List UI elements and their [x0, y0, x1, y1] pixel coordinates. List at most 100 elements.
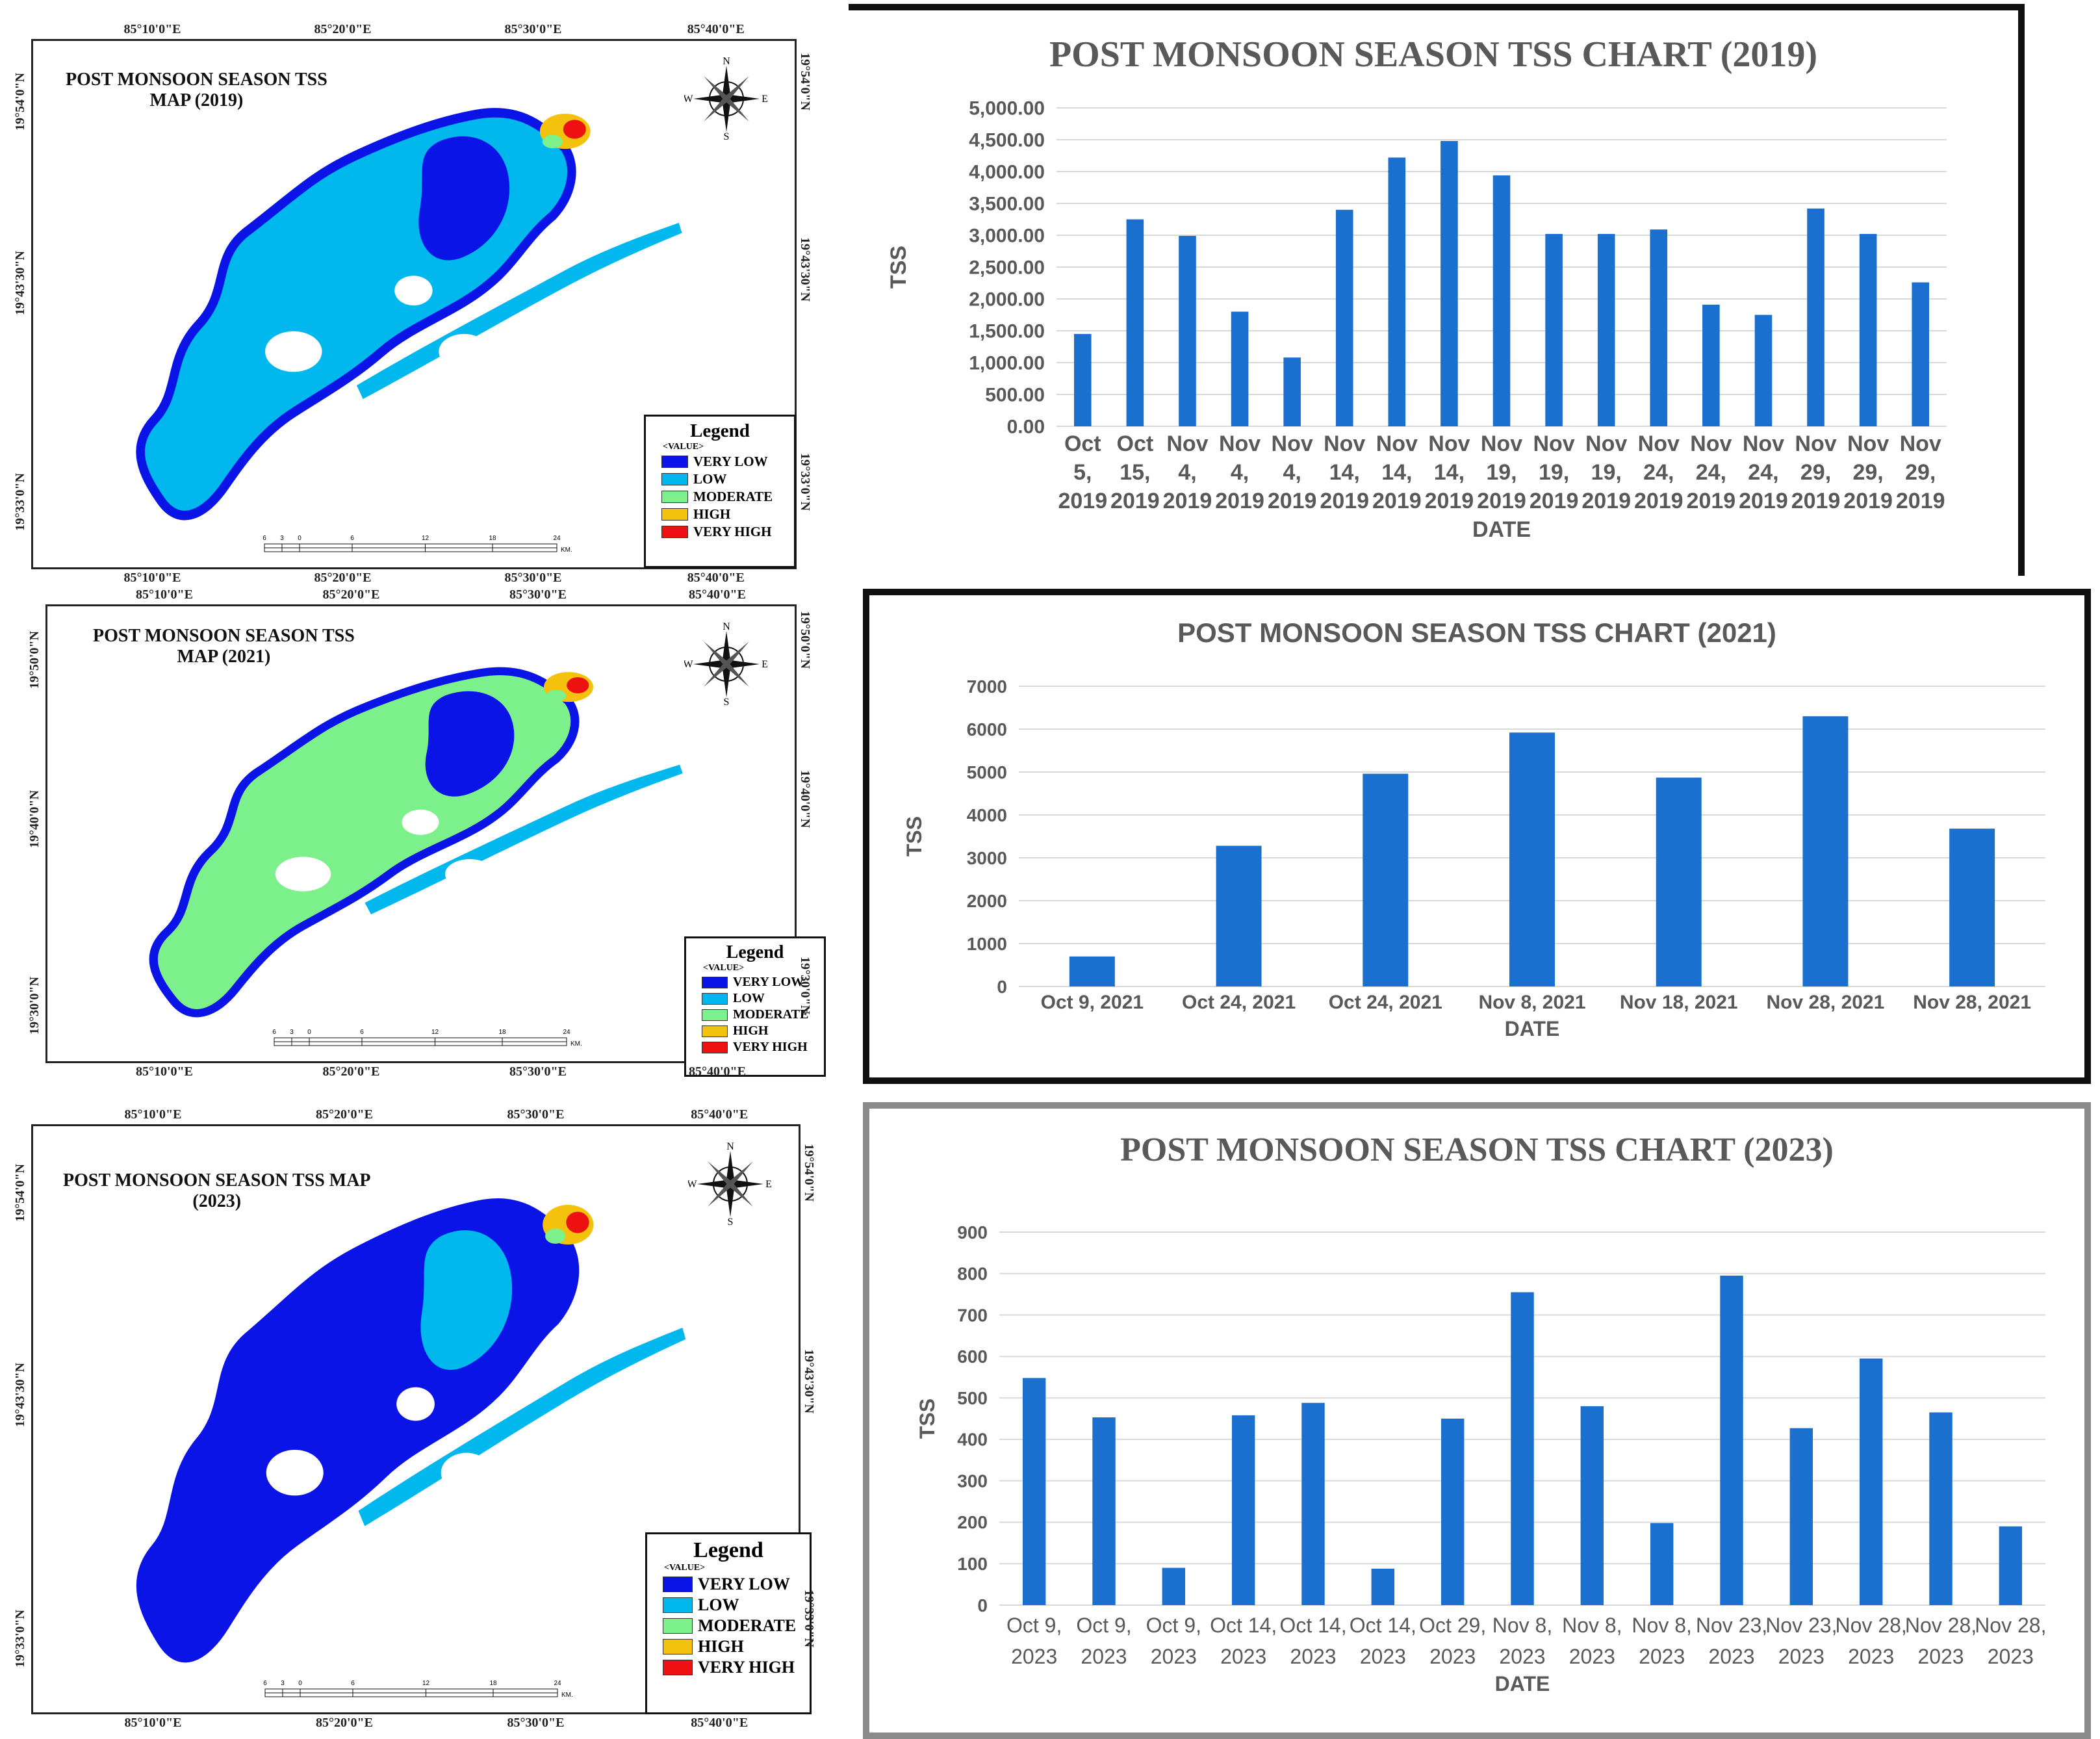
y-tick-label: 500 — [957, 1388, 988, 1408]
chart-2023-svg: POST MONSOON SEASON TSS CHART (2023) 0 100… — [916, 1131, 2046, 1695]
x-tick-label: Nov — [1376, 432, 1418, 456]
y-tick-label: 600 — [957, 1346, 988, 1367]
x-tick-label: Oct 9, — [1146, 1614, 1201, 1637]
bar — [1656, 777, 1702, 986]
x-tick-label: Nov 8, — [1562, 1614, 1622, 1637]
scale-tick-label: 6 — [352, 1680, 355, 1687]
y-tick-label: 2000 — [967, 891, 1007, 911]
legend-item: VERY LOW — [661, 454, 794, 470]
bar — [1492, 175, 1511, 426]
scale-tick-label: 3 — [290, 1029, 294, 1036]
bar — [1545, 234, 1563, 426]
x-tick-label: 19, — [1591, 460, 1622, 485]
x-tick-label: 14, — [1434, 460, 1465, 485]
legend-item: MODERATE — [661, 489, 794, 505]
left-latitude-label: 19°33'0"N — [13, 472, 27, 531]
scale-tick-label: 24 — [553, 535, 561, 542]
x-tick-label: Nov — [1690, 432, 1732, 456]
island — [275, 857, 331, 892]
map-legend: Legend <VALUE> VERY LOW LOW MODERATE HIGH VERY… — [684, 936, 826, 1077]
y-tick-label: 3000 — [967, 848, 1007, 868]
x-tick-label: 2019 — [1530, 489, 1579, 513]
legend-swatch — [661, 456, 688, 468]
x-tick-label: 2023 — [1151, 1645, 1197, 1668]
bar — [1859, 234, 1877, 426]
legend-subtitle: <VALUE> — [664, 1563, 706, 1573]
scale-tick-label: 18 — [498, 1029, 506, 1036]
map-image-wrap — [85, 67, 717, 545]
x-tick-label: Oct 14, — [1350, 1614, 1416, 1637]
x-tick-label: Oct 9, — [1006, 1614, 1062, 1637]
legend-item: HIGH — [661, 506, 794, 522]
legend-swatch — [702, 1041, 728, 1053]
compass: N S E W — [683, 56, 769, 144]
bar — [1509, 732, 1555, 986]
scale-tick-label: 6 — [350, 535, 354, 542]
legend-item: LOW — [661, 471, 794, 487]
right-latitude-label: 19°54'0"N — [798, 53, 812, 111]
x-tick-label: 19, — [1486, 460, 1517, 485]
bar — [1999, 1526, 2023, 1605]
scale-tick-label: 6 — [264, 1680, 268, 1687]
chart-title: POST MONSOON SEASON TSS CHART (2023) — [1120, 1131, 1834, 1168]
scale-tick-label: 3 — [281, 1680, 285, 1687]
right-latitude-label: 19°54'0"N — [802, 1144, 816, 1202]
y-tick-label: 300 — [957, 1471, 988, 1491]
bar — [1388, 157, 1406, 426]
y-tick-label: 0 — [977, 1595, 988, 1616]
compass: N S E W — [687, 1141, 773, 1230]
bar — [1912, 282, 1930, 426]
left-latitude-label: 19°54'0"N — [13, 1164, 27, 1222]
legend-swatch — [661, 508, 688, 521]
map-title-line2: MAP (2019) — [149, 90, 244, 111]
compass-s-label: S — [724, 697, 730, 706]
y-tick-label: 0.00 — [1007, 417, 1045, 438]
island — [330, 1534, 374, 1565]
island — [441, 1452, 492, 1493]
y-tick-label: 100 — [957, 1554, 988, 1574]
tss-map-image — [149, 667, 683, 1018]
y-tick-label: 2,500.00 — [969, 257, 1045, 279]
x-tick-label: 2019 — [1791, 489, 1841, 513]
legend-item: VERY HIGH — [702, 1040, 824, 1055]
x-tick-label: 2019 — [1581, 489, 1631, 513]
legend-subtitle: <VALUE> — [703, 963, 745, 973]
very-high-tss-patch — [567, 677, 589, 693]
island — [439, 333, 490, 370]
scale-unit-label: KM. — [561, 1692, 573, 1699]
x-tick-label: Nov — [1533, 432, 1574, 456]
legend-item: VERY LOW — [702, 975, 824, 990]
x-tick-label: Nov — [1847, 432, 1889, 456]
bar — [1231, 1415, 1255, 1605]
map-title: POST MONSOON SEASON TSS MAP (2021) — [93, 626, 355, 667]
y-axis-label: TSS — [916, 1398, 939, 1439]
x-tick-label: Nov 28, — [1975, 1614, 2046, 1637]
x-tick-label: Nov — [1428, 432, 1470, 456]
map-title-line2: MAP (2021) — [177, 647, 271, 667]
x-tick-label: 2019 — [1372, 489, 1422, 513]
chart-2021-svg: POST MONSOON SEASON TSS CHART (2021) 0 100… — [903, 617, 2045, 1040]
x-tick-label: Nov — [1795, 432, 1836, 456]
legend-item-label: HIGH — [698, 1637, 744, 1656]
x-tick-label: 2019 — [1110, 489, 1160, 513]
scale-tick-label: 0 — [298, 535, 301, 542]
legend-item: VERY HIGH — [661, 524, 794, 540]
scale-bar-wrap: 6 3 0 6 12 18 24 KM. — [262, 1679, 587, 1708]
bottom-longitude-label: 85°30'0"E — [507, 1716, 565, 1730]
bar — [1022, 1378, 1046, 1605]
legend-swatch — [663, 1597, 693, 1613]
x-tick-label: 4, — [1231, 460, 1249, 485]
bottom-longitude-label: 85°20'0"E — [314, 571, 372, 585]
island — [337, 920, 380, 944]
scale-tick-label: 6 — [272, 1029, 276, 1036]
legend-item-label: VERY HIGH — [698, 1658, 795, 1677]
x-tick-label: Nov 28, — [1905, 1614, 1977, 1637]
tss-map-image — [136, 1198, 686, 1663]
bar — [1363, 773, 1409, 986]
compass-e-label: E — [762, 659, 768, 670]
x-tick-label: Nov 18, 2021 — [1620, 992, 1738, 1013]
island — [402, 809, 439, 835]
bar — [1754, 315, 1773, 426]
scale-tick-label: 12 — [422, 535, 429, 542]
